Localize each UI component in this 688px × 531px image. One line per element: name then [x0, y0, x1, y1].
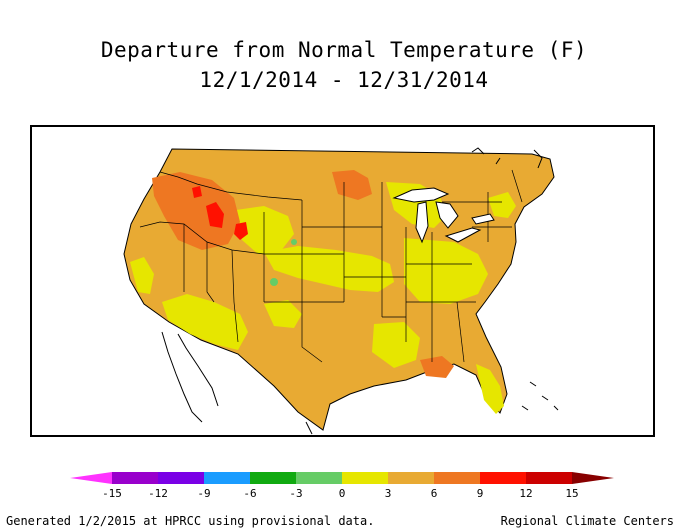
map-title: Departure from Normal Temperature (F): [100, 38, 588, 62]
legend-tick-label: -6: [243, 487, 256, 500]
zone-wyoming-green: [291, 239, 297, 245]
legend-bin: [526, 472, 572, 484]
zone-florida-yellow: [476, 364, 504, 414]
generation-note: Generated 1/2/2015 at HPRCC using provis…: [6, 514, 375, 528]
zone-wyoming-red: [234, 222, 248, 240]
legend-tick-label: 9: [477, 487, 484, 500]
zone-idaho-red: [206, 202, 224, 228]
legend-bin: [342, 472, 388, 484]
lake-ontario: [471, 213, 495, 225]
zone-southwest-yellow: [162, 294, 248, 350]
zone-east-yellow: [404, 238, 488, 304]
legend-tick-label: 6: [431, 487, 438, 500]
legend-tick-label: -3: [289, 487, 302, 500]
legend-bin: [388, 472, 434, 484]
legend-tick-label: 12: [519, 487, 532, 500]
canadian-islands: [471, 147, 543, 169]
legend-tick-label: 3: [385, 487, 392, 500]
us-temperature-map: [123, 147, 559, 435]
zone-central-plains-yellow: [264, 246, 394, 292]
zone-deep-south-yellow: [372, 322, 420, 368]
zone-north-dakota-orange: [332, 170, 372, 200]
anomaly-zones-6-to-9: [152, 170, 454, 378]
great-lakes: [392, 187, 495, 244]
legend-bin: [480, 472, 526, 484]
lake-huron: [435, 201, 459, 229]
legend-bin: [204, 472, 250, 484]
zone-montana-red: [192, 186, 202, 198]
source-credit: Regional Climate Centers: [500, 514, 674, 528]
color-legend: -15 -12 -9 -6 -3 0 3 6 9 12 15: [70, 472, 614, 500]
zone-west-texas-yellow: [264, 300, 302, 328]
legend-bin: [158, 472, 204, 484]
anomaly-zones-9-to-12: [192, 186, 248, 240]
map-frame: [30, 125, 655, 437]
zone-west-coast-yellow: [130, 257, 154, 294]
legend-tick-label: -12: [148, 487, 168, 500]
legend-bin: [250, 472, 296, 484]
caribbean-islands: [521, 381, 559, 411]
legend-arrow-high: [572, 472, 614, 484]
lake-michigan: [415, 201, 429, 244]
state-boundaries: [139, 169, 523, 363]
zone-colorado-green: [270, 278, 278, 286]
zone-gulf-coast-orange: [420, 356, 454, 378]
legend-tick-label: 15: [565, 487, 578, 500]
legend-arrow-low: [70, 472, 112, 484]
map-date-range: 12/1/2014 - 12/31/2014: [199, 68, 489, 92]
anomaly-zones-minus3-to-0: [270, 239, 297, 286]
legend-bin: [434, 472, 480, 484]
mexico-coastline: [161, 331, 313, 435]
zone-central-rockies-yellow: [236, 206, 294, 254]
zone-new-england-yellow: [488, 192, 516, 218]
lake-erie: [444, 227, 482, 243]
legend-tick-label: -9: [197, 487, 210, 500]
lake-superior: [392, 187, 450, 203]
legend-tick-label: -15: [102, 487, 122, 500]
anomaly-zones-0-to-3: [130, 182, 516, 414]
legend-bin: [112, 472, 158, 484]
legend-bin: [296, 472, 342, 484]
legend-tick-label: 0: [339, 487, 346, 500]
zone-northwest-orange: [152, 172, 240, 250]
